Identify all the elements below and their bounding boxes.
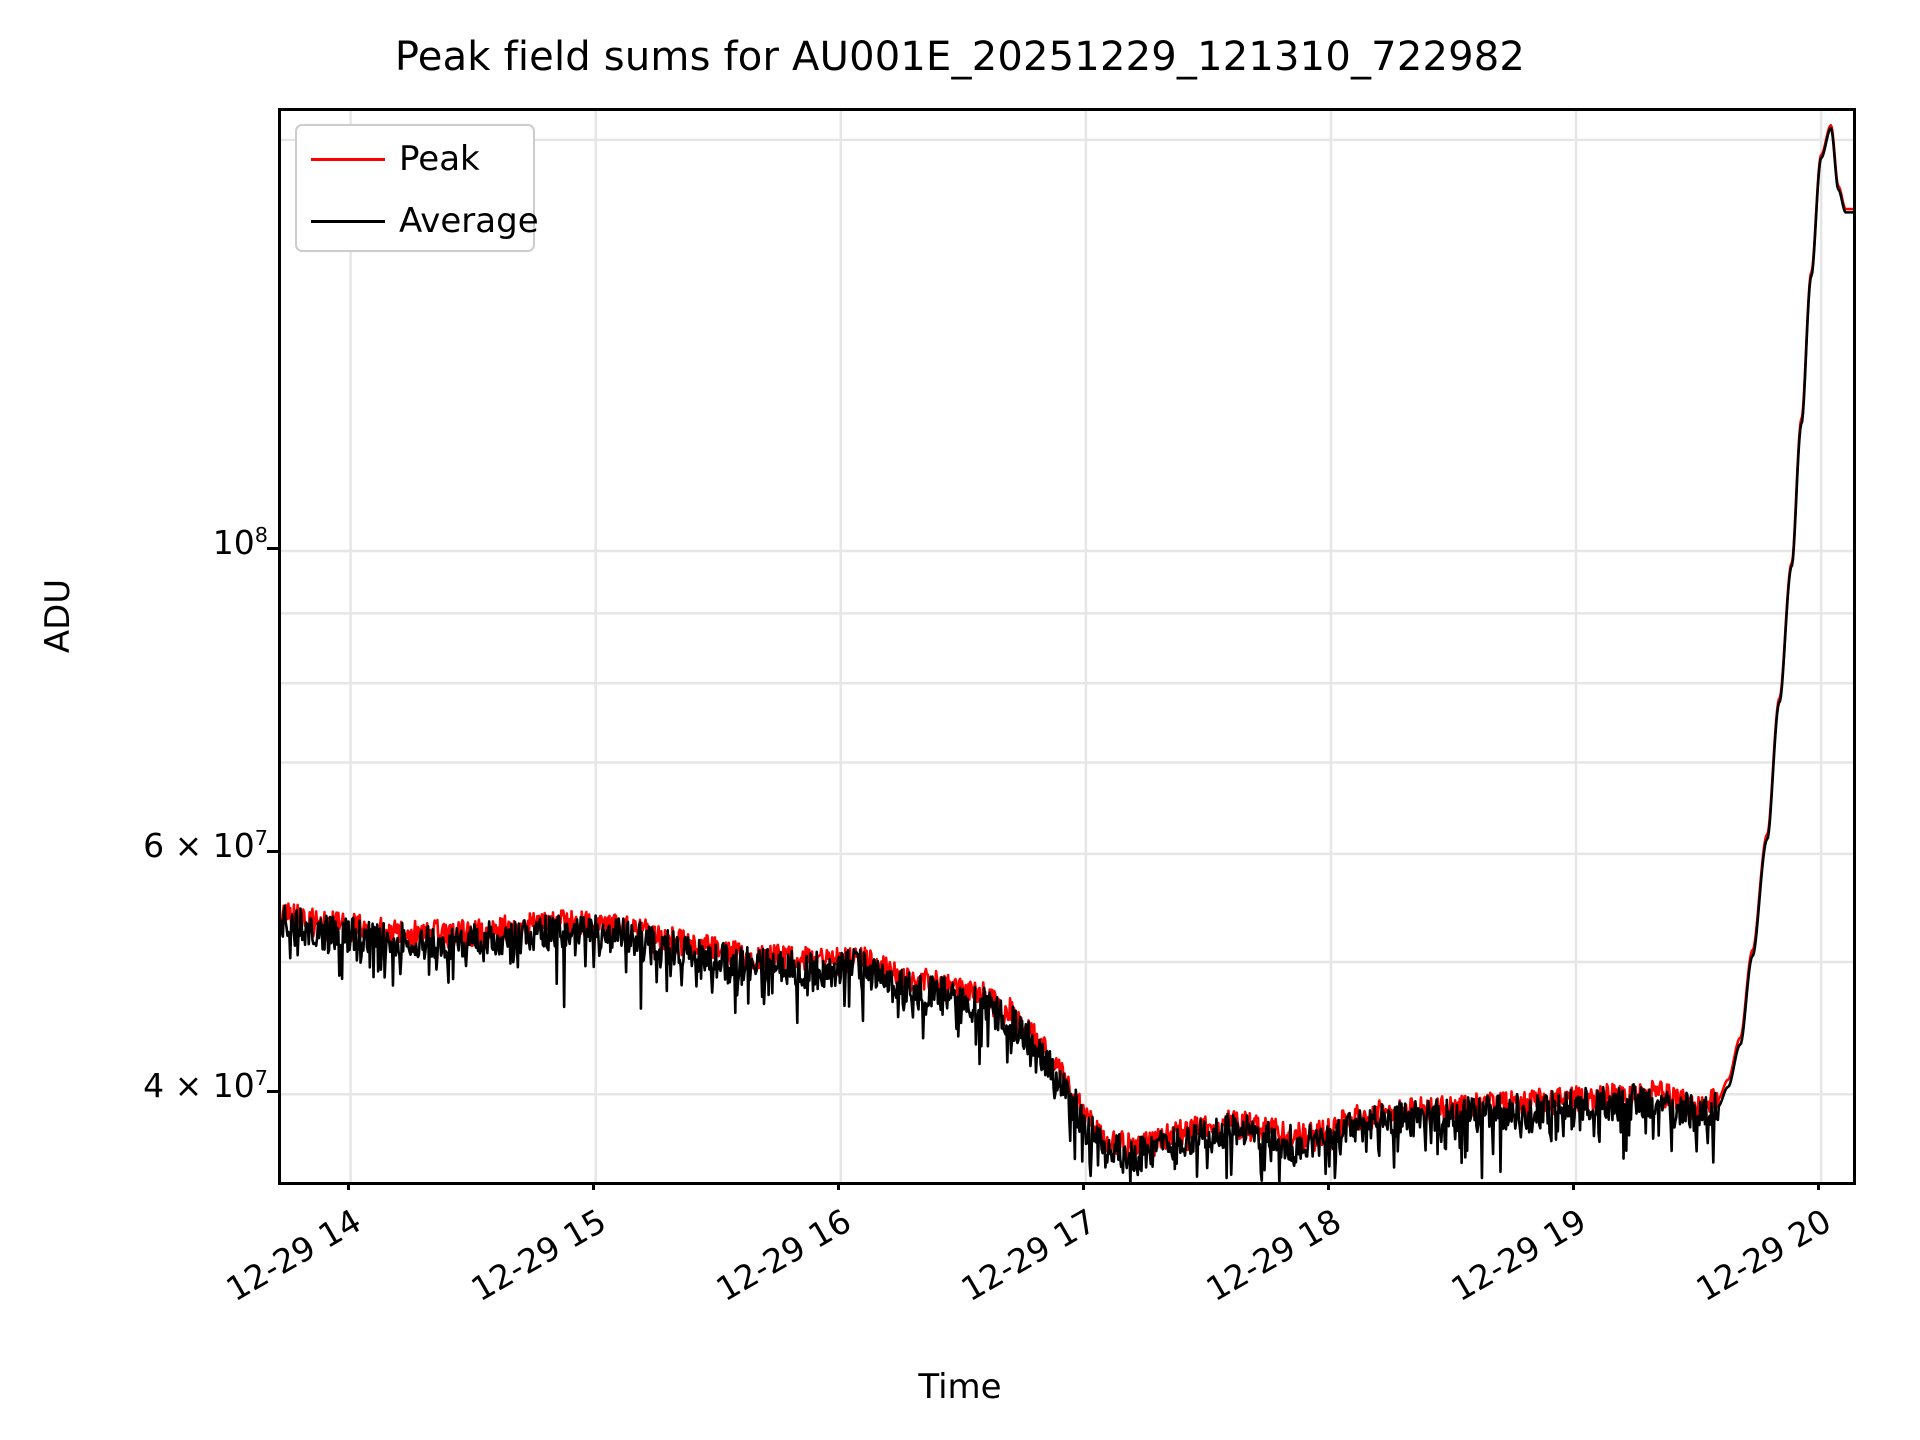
x-axis-label: Time xyxy=(918,1367,1002,1407)
y-tick-label: 6 × 107 xyxy=(143,825,268,865)
y-tick-label: 4 × 107 xyxy=(143,1066,268,1106)
legend-item-average[interactable]: Average xyxy=(297,190,539,252)
x-tick-label: 12-29 16 xyxy=(709,1201,858,1309)
x-tick-label: 12-29 17 xyxy=(954,1201,1103,1309)
series-line-peak xyxy=(281,124,1853,1163)
x-tick-label: 12-29 20 xyxy=(1689,1201,1838,1309)
legend-swatch-average-icon xyxy=(311,219,385,223)
legend[interactable]: Peak Average xyxy=(295,124,539,252)
y-tick-mark xyxy=(267,1090,278,1094)
legend-swatch-peak-icon xyxy=(311,157,385,161)
chart-canvas xyxy=(281,111,1853,1182)
legend-item-peak[interactable]: Peak xyxy=(297,128,533,190)
series-line-average xyxy=(281,126,1853,1182)
x-tick-label: 12-29 14 xyxy=(219,1201,368,1309)
series-lines xyxy=(281,124,1853,1182)
y-axis-label: ADU xyxy=(38,578,78,654)
y-tick-mark xyxy=(267,849,278,853)
page-title: Peak field sums for AU001E_20251229_1213… xyxy=(394,34,1526,80)
legend-label: Peak xyxy=(399,139,480,179)
y-tick-mark xyxy=(267,546,278,550)
x-tick-label: 12-29 15 xyxy=(464,1201,613,1309)
plot-area xyxy=(278,108,1856,1185)
legend-label: Average xyxy=(399,201,539,241)
x-tick-label: 12-29 18 xyxy=(1199,1201,1348,1309)
x-tick-label: 12-29 19 xyxy=(1444,1201,1593,1309)
y-tick-label: 108 xyxy=(212,522,268,562)
grid-lines-major xyxy=(281,111,1853,1182)
